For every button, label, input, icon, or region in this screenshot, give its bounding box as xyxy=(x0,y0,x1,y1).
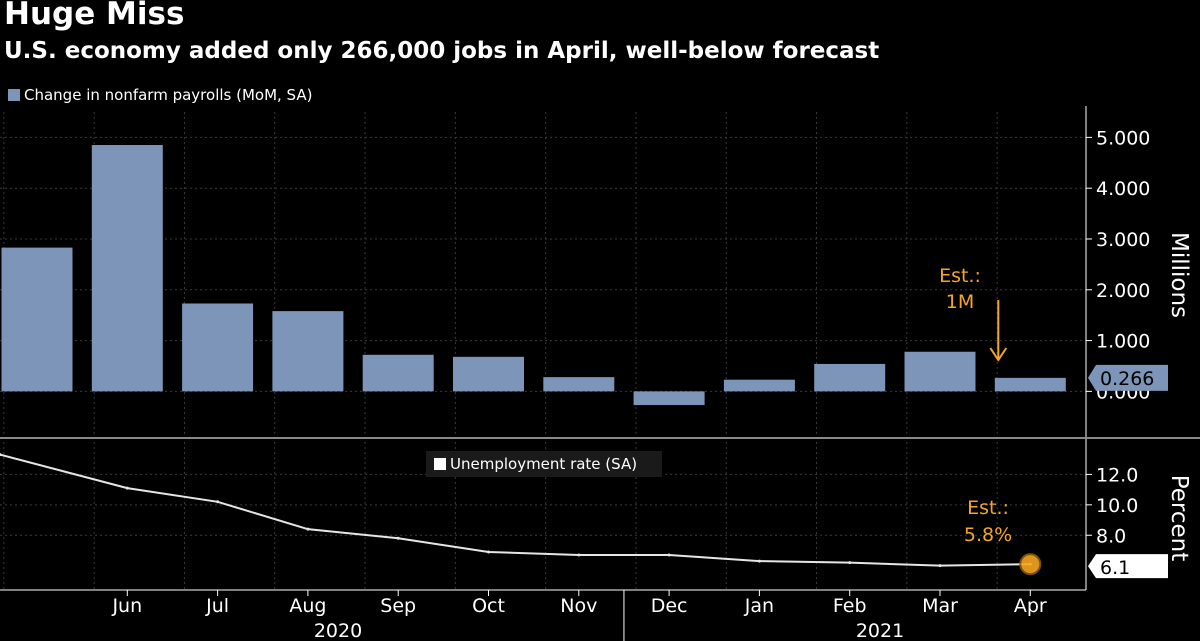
unemployment-point xyxy=(487,550,490,554)
line-y-tick-label: 8.0 xyxy=(1096,525,1126,547)
x-tick-label: Jun xyxy=(111,595,142,617)
unemployment-point xyxy=(125,486,129,490)
bar xyxy=(904,351,976,392)
line-y-tick-label: 10.0 xyxy=(1096,495,1138,517)
unemployment-last-point-highlight xyxy=(1019,553,1042,576)
x-tick-label: Mar xyxy=(922,595,958,617)
bar-y-tick-label: 5.000 xyxy=(1096,127,1150,149)
bar xyxy=(272,311,344,392)
bar-estimate-arrow-head xyxy=(989,347,1008,362)
chart-title: Huge Miss xyxy=(4,0,185,32)
chart-subtitle: U.S. economy added only 266,000 jobs in … xyxy=(4,38,880,64)
x-tick-label: Sep xyxy=(380,595,416,617)
line-legend-background xyxy=(426,451,662,477)
bar xyxy=(723,379,795,392)
bar xyxy=(362,354,434,392)
unemployment-point xyxy=(667,553,671,557)
bar-last-value-tag xyxy=(1088,364,1168,391)
line-y-axis-title: Percent xyxy=(1166,475,1192,562)
bar-y-axis-title: Millions xyxy=(1166,232,1192,318)
bar xyxy=(1,247,73,392)
bar xyxy=(91,145,163,392)
x-tick-label: Dec xyxy=(651,595,688,617)
line-estimate-label-line2: 5.8% xyxy=(964,524,1012,546)
x-tick-label: Jan xyxy=(744,595,774,617)
line-legend-label: Unemployment rate (SA) xyxy=(450,455,637,473)
unemployment-point xyxy=(757,559,761,563)
bar-estimate-label-line2: 1M xyxy=(946,291,974,313)
unemployment-point xyxy=(938,564,942,568)
x-tick-label: Oct xyxy=(472,595,505,617)
bar-legend: Change in nonfarm payrolls (MoM, SA) xyxy=(8,86,312,104)
x-tick-label: Feb xyxy=(833,595,867,617)
unemployment-point xyxy=(848,561,852,565)
bar-last-value-label: 0.266 xyxy=(1100,368,1154,390)
bar xyxy=(543,377,615,392)
x-tick-label: Aug xyxy=(289,595,326,617)
unemployment-point xyxy=(396,536,400,540)
bar xyxy=(814,363,886,392)
bar-y-tick-label: 1.000 xyxy=(1096,331,1150,353)
unemployment-point xyxy=(0,453,2,457)
line-y-tick-label: 12.0 xyxy=(1096,464,1138,486)
x-tick-label: Jul xyxy=(205,595,229,617)
bar xyxy=(994,377,1066,392)
bar-estimate-label-line1: Est.: xyxy=(939,265,981,287)
x-tick-label: Nov xyxy=(560,595,597,617)
bar xyxy=(633,391,705,406)
x-tick-label: Apr xyxy=(1014,595,1047,617)
year-label-2021: 2021 xyxy=(856,620,904,641)
line-last-value-label: 6.1 xyxy=(1100,557,1130,579)
unemployment-point xyxy=(306,527,310,531)
line-legend-swatch xyxy=(434,458,446,470)
year-label-2020: 2020 xyxy=(314,620,362,641)
line-last-value-tag xyxy=(1088,554,1168,579)
bar-y-tick-label: 2.000 xyxy=(1096,280,1150,302)
unemployment-point xyxy=(577,553,581,557)
bar-y-tick-label: 4.000 xyxy=(1096,178,1150,200)
unemployment-line xyxy=(0,453,1031,567)
bar-y-tick-label: 3.000 xyxy=(1096,229,1150,251)
bar-legend-swatch xyxy=(8,89,20,101)
line-estimate-label-line1: Est.: xyxy=(967,497,1009,519)
unemployment-point xyxy=(216,500,220,504)
bar-legend-label: Change in nonfarm payrolls (MoM, SA) xyxy=(24,86,313,104)
bar xyxy=(182,303,254,392)
bar xyxy=(453,356,524,392)
